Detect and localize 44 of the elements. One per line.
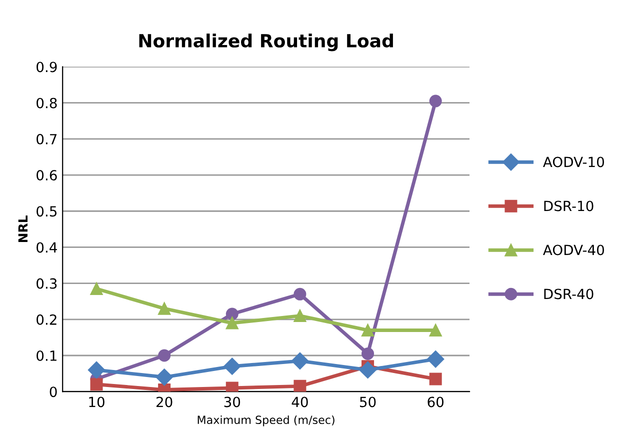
point [226,382,238,392]
y-tick-label: 0.5 [36,206,57,217]
y-tick-label: 0.1 [36,350,56,361]
legend-label: DSR-10 [544,200,594,212]
point [294,380,306,392]
point [294,310,306,322]
point [90,378,103,391]
point [90,282,103,295]
y-tick-label: 0.2 [36,314,56,325]
point [158,349,171,362]
y-tick-label: 0.9 [36,62,57,72]
point [362,324,374,336]
x-tick-label: 10 [89,396,104,408]
point [294,288,306,300]
y-axis-title: NRL [18,215,28,242]
point [156,368,173,386]
y-tick-label: 0.8 [36,98,57,108]
x-tick-label: 30 [224,396,240,408]
point [226,308,238,320]
point [226,316,238,330]
y-tick-label: 0.6 [36,170,57,181]
x-tick-label: 60 [428,396,444,408]
point [158,302,171,315]
x-tick-label: 40 [292,396,308,408]
point [429,372,442,386]
y-tick-label: 0 [50,386,57,398]
x-tick-label: 20 [156,396,172,408]
point [359,361,376,378]
y-tick-label: 0.7 [36,134,57,144]
point [427,350,444,368]
y-tick-label: 0.4 [36,242,57,253]
point [88,361,106,378]
x-axis-title: Maximum Speed (m/sec) [198,415,334,426]
point [429,324,442,336]
x-tick-label: 50 [360,396,376,408]
point [224,358,241,375]
chart-title: Normalized Routing Load [139,34,393,52]
legend-label: DSR-40 [544,288,594,300]
point [362,347,374,360]
y-tick-label: 0.3 [36,278,57,289]
legend-label: AODV-40 [543,244,604,256]
point [291,352,309,370]
legend-label: AODV-10 [543,156,604,168]
point [429,94,442,108]
